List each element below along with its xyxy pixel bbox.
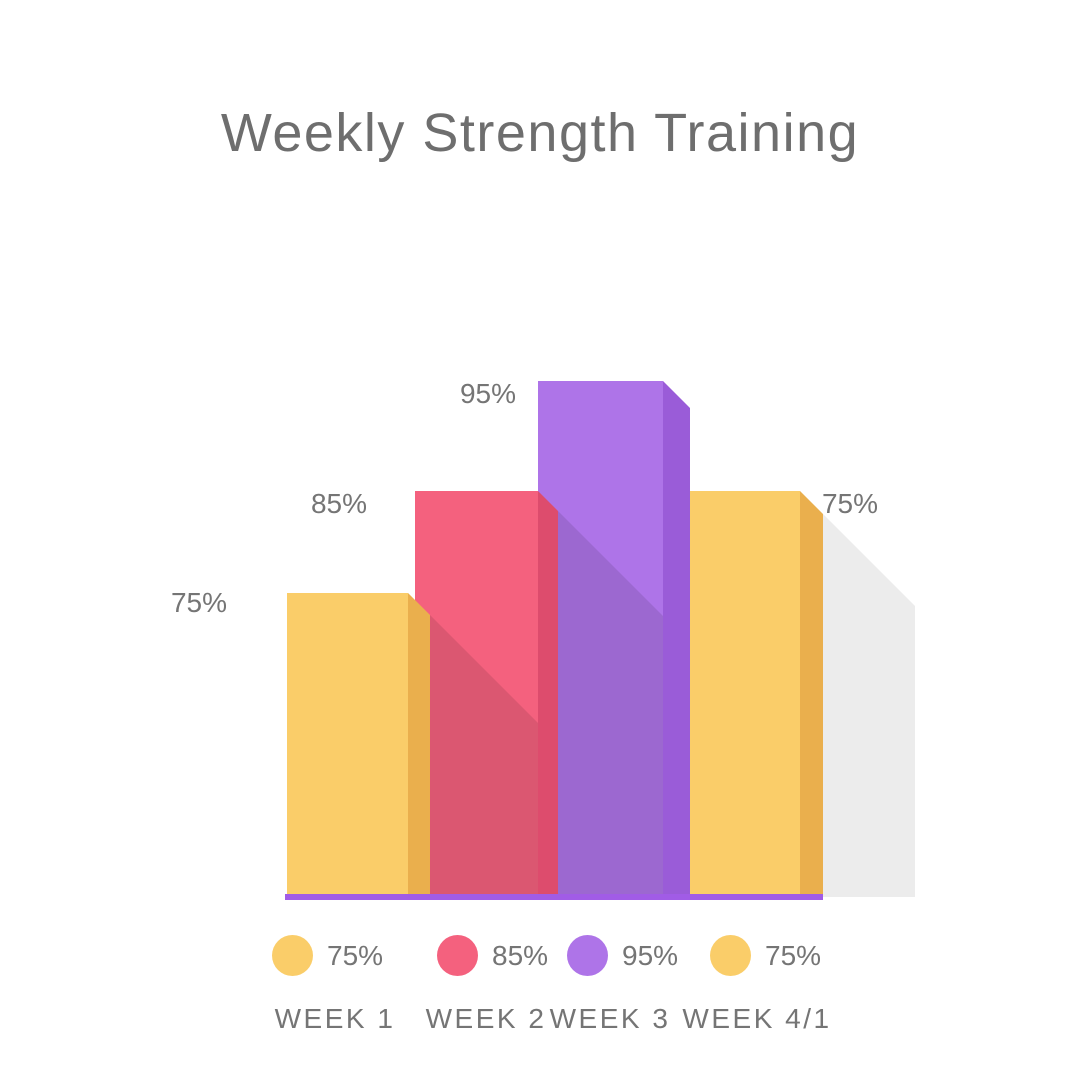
bar-week-3-side: [663, 381, 690, 897]
chart-title: Weekly Strength Training: [220, 103, 860, 163]
legend-swatch: [567, 935, 608, 976]
bar-value-label-week-2: 85%: [311, 488, 367, 519]
legend-label: 75%: [765, 939, 822, 971]
bar-week-4-1-side: [800, 491, 823, 897]
bar-week-1-cast-shadow: [430, 615, 538, 897]
x-axis-label-week-4-1: WEEK 4/1: [682, 1003, 832, 1034]
bar-week-2-front: [415, 491, 538, 897]
legend-swatch: [710, 935, 751, 976]
legend-label: 95%: [622, 939, 679, 971]
legend-item-4: 75%: [710, 935, 821, 976]
x-axis-label-week-1: WEEK 1: [274, 1003, 396, 1034]
bar-week-2-side: [538, 491, 558, 897]
baseline: [285, 894, 823, 900]
bar-week-3-front: [538, 381, 663, 897]
legend-swatch: [272, 935, 313, 976]
legend-item-1: 75%: [272, 935, 383, 976]
x-axis-label-week-2: WEEK 2: [425, 1003, 547, 1034]
legend-label: 85%: [492, 939, 549, 971]
legend-swatch: [437, 935, 478, 976]
bar-week-1-side: [408, 593, 430, 897]
legend-item-3: 95%: [567, 935, 678, 976]
x-axis-label-week-3: WEEK 3: [549, 1003, 671, 1034]
bar-value-label-week-3: 95%: [460, 378, 516, 409]
legend-item-2: 85%: [437, 935, 548, 976]
bar-week-4-1-front: [690, 491, 800, 897]
bar-value-label-week-4-1: 75%: [822, 488, 878, 519]
bar-week-1-front: [287, 593, 408, 897]
bar-week-4-1-shadow: [823, 514, 915, 897]
legend-label: 75%: [327, 939, 384, 971]
bar-value-label-week-1: 75%: [171, 587, 227, 618]
bar-week-2-cast-shadow: [558, 511, 663, 897]
